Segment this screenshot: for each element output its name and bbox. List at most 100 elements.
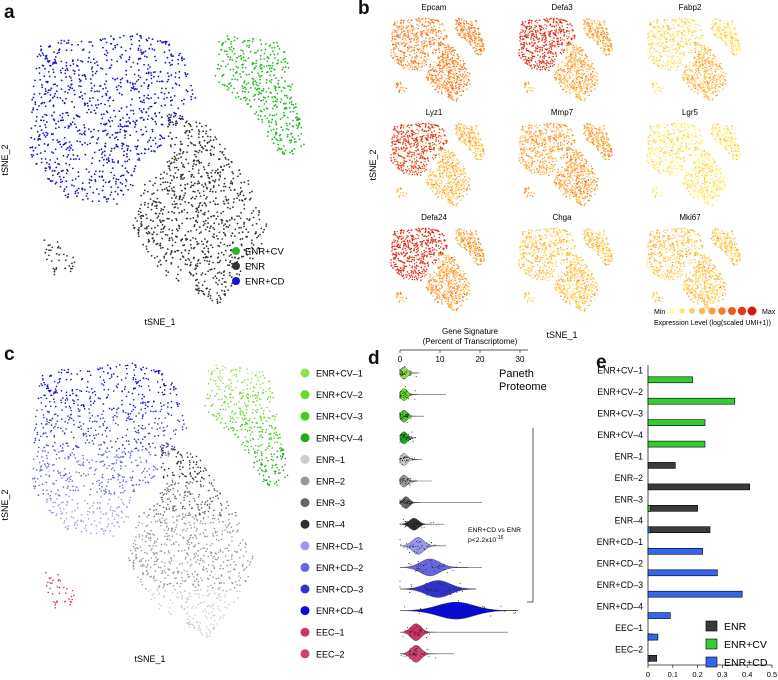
- panel-c-xlabel: tSNE_1: [134, 654, 165, 664]
- feature-plot-Chga: [518, 227, 614, 312]
- scale-dots: [669, 306, 757, 316]
- violin-point: [414, 570, 416, 572]
- violin-point: [419, 547, 420, 549]
- panel-letter-c: c: [4, 344, 15, 365]
- panel-a-tsne: tSNE_2 tSNE_1 ENR+CV ENR ENR+CD: [0, 33, 305, 327]
- violin-point: [411, 482, 413, 484]
- violin-point: [401, 501, 403, 503]
- violins: [399, 366, 518, 663]
- violin-point: [513, 609, 515, 611]
- violin-point: [409, 647, 411, 649]
- violin-point: [404, 503, 406, 504]
- violin-point: [419, 569, 421, 571]
- violin-point: [399, 478, 401, 480]
- violin-point: [404, 629, 406, 631]
- panel-d-violin: Gene Signature (Percent of Transcriptome…: [398, 328, 547, 663]
- panel-a-xlabel: tSNE_1: [144, 317, 175, 327]
- legend-a-dot-2: [232, 277, 240, 285]
- panel-e-legend: ENR ENR+CV ENR+CD: [705, 620, 768, 669]
- violin-point: [428, 545, 430, 547]
- bar-category-label: ENR+CD–1: [597, 537, 643, 547]
- violin-point: [400, 458, 402, 460]
- violin-point: [404, 525, 406, 527]
- violin-point: [406, 548, 408, 550]
- violin-point: [406, 502, 408, 504]
- bar-ENR+CD: [647, 612, 671, 619]
- violin-point: [409, 633, 411, 635]
- violin-point: [428, 590, 430, 592]
- scale-dot: [728, 307, 736, 315]
- cluster-legend-dot: [300, 606, 310, 616]
- violin-point: [403, 436, 405, 437]
- violin-point: [492, 609, 493, 611]
- violin-point: [412, 543, 414, 545]
- violin-point: [435, 657, 437, 659]
- violin-point: [418, 632, 420, 634]
- violin-point: [437, 566, 439, 568]
- violin-point: [491, 610, 492, 612]
- violin-point: [401, 479, 403, 481]
- bar-ENR: [647, 526, 711, 533]
- violin-point: [400, 439, 402, 441]
- bar-ENR+CV: [647, 440, 706, 448]
- violin-point: [399, 415, 401, 417]
- violin-point: [412, 654, 414, 656]
- violin-point: [414, 398, 416, 400]
- violin-point: [419, 632, 421, 634]
- violin-point: [415, 650, 417, 652]
- violin-body: [399, 601, 518, 620]
- violin-point: [399, 370, 401, 371]
- violin-point: [404, 499, 406, 501]
- violin-point: [402, 434, 404, 436]
- violin-point: [399, 416, 401, 418]
- feature-plot-Mmp7: [518, 122, 614, 207]
- scale-dot: [708, 307, 716, 315]
- violin-point: [409, 372, 411, 374]
- violin-point: [404, 434, 406, 435]
- violin-point: [399, 580, 401, 582]
- violin-point: [413, 652, 415, 654]
- scale-dot: [689, 308, 695, 314]
- violin-body: [399, 645, 437, 663]
- violin-point: [437, 590, 439, 591]
- violin-point: [406, 413, 408, 415]
- violin-point: [406, 502, 408, 504]
- violin-point: [410, 417, 412, 419]
- violin-point: [459, 561, 461, 563]
- violin-point: [399, 368, 401, 370]
- violin-point: [404, 391, 406, 393]
- violin-point: [401, 506, 403, 508]
- violin-point: [405, 483, 407, 485]
- violin-point: [458, 588, 459, 589]
- violin-point: [407, 456, 409, 458]
- cluster-legend-label: ENR+CD–2: [316, 563, 363, 573]
- cluster-legend-label: ENR+CV–2: [316, 390, 363, 400]
- cluster-legend-label: ENR+CD–1: [316, 541, 363, 551]
- violin-point: [426, 546, 428, 548]
- violin-point: [434, 566, 436, 568]
- violin-point: [400, 394, 402, 396]
- violin-point: [438, 567, 440, 569]
- violin-point: [408, 477, 410, 479]
- gene-title-Chga: Chga: [552, 213, 572, 222]
- violin-point: [401, 441, 403, 443]
- violin-axis: 0 10 20 30: [398, 349, 528, 364]
- violin-point: [431, 542, 433, 544]
- violin-EEC–2: [399, 645, 454, 663]
- violin-point: [414, 528, 416, 530]
- violin-point: [429, 608, 431, 610]
- violin-point: [447, 617, 449, 619]
- violin-ENR+CD–1: [399, 537, 446, 555]
- violin-point: [399, 480, 401, 482]
- violin-point: [403, 377, 405, 379]
- legend-e-swatch-2: [705, 656, 718, 668]
- violin-point: [404, 500, 406, 502]
- bar-category-label: ENR+CV–3: [597, 409, 643, 419]
- cluster-legend-dot: [300, 476, 310, 486]
- violin-point: [431, 566, 433, 568]
- violin-point: [457, 600, 459, 602]
- violin-point: [414, 628, 416, 630]
- violin-point: [426, 542, 428, 544]
- scale-dot: [737, 306, 747, 316]
- violin-point: [410, 371, 412, 372]
